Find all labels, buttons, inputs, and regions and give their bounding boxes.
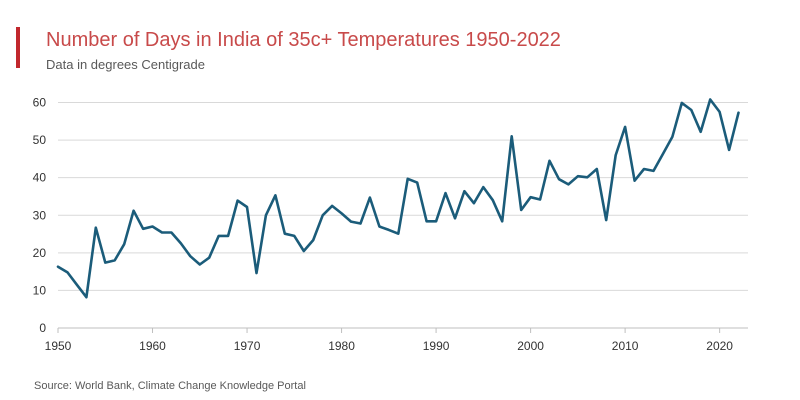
x-tick-label: 1960: [139, 339, 166, 353]
x-tick-label: 1950: [45, 339, 72, 353]
title-accent-bar: [16, 27, 20, 68]
chart-subtitle: Data in degrees Centigrade: [46, 57, 205, 72]
chart-title: Number of Days in India of 35c+ Temperat…: [46, 29, 561, 51]
x-tick-label: 2000: [517, 339, 544, 353]
y-tick-label: 20: [33, 246, 47, 260]
x-tick-label: 2020: [706, 339, 733, 353]
x-tick-label: 2010: [612, 339, 639, 353]
x-tick-label: 1990: [423, 339, 450, 353]
y-tick-label: 50: [33, 133, 47, 147]
y-tick-label: 60: [33, 96, 47, 110]
y-tick-label: 10: [33, 283, 47, 297]
series-line: [56, 98, 740, 299]
chart-source: Source: World Bank, Climate Change Knowl…: [34, 380, 306, 392]
x-tick-label: 1970: [234, 339, 261, 353]
y-tick-label: 30: [33, 208, 47, 222]
x-tick-label: 1980: [328, 339, 355, 353]
y-tick-label: 40: [33, 171, 47, 185]
y-tick-label: 0: [39, 321, 46, 335]
